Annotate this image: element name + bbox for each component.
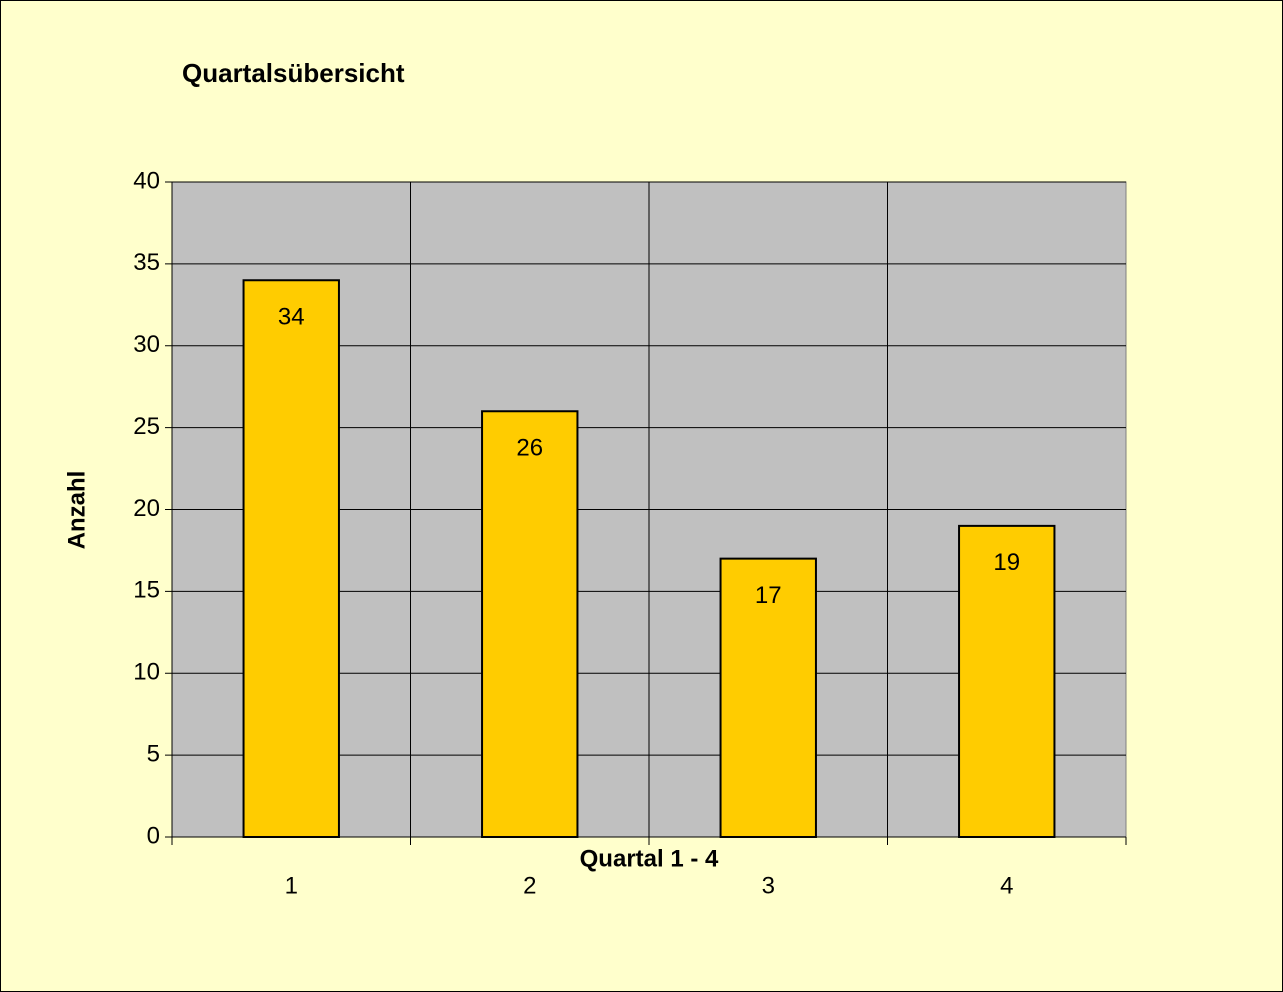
x-tick-label: 3 — [762, 872, 775, 899]
bar — [958, 524, 1056, 838]
y-tick-label: 20 — [133, 495, 160, 522]
y-tick-label: 5 — [147, 740, 160, 767]
chart-title: Quartalsübersicht — [182, 58, 405, 88]
data-label: 26 — [516, 435, 543, 462]
x-tick-label: 4 — [1000, 872, 1013, 899]
bar — [481, 410, 579, 838]
y-tick-label: 25 — [133, 413, 160, 440]
x-axis-label: Quartal 1 - 4 — [580, 845, 719, 872]
y-tick-label: 0 — [147, 822, 160, 849]
x-tick-label: 2 — [523, 872, 536, 899]
y-tick-label: 35 — [133, 249, 160, 276]
x-tick-label: 1 — [285, 872, 298, 899]
y-tick-label: 40 — [133, 167, 160, 194]
data-label: 19 — [993, 549, 1020, 576]
y-tick-label: 10 — [133, 659, 160, 686]
data-label: 17 — [755, 582, 782, 609]
bar — [242, 279, 340, 838]
y-tick-label: 30 — [133, 331, 160, 358]
bar — [719, 557, 817, 838]
data-label: 34 — [278, 304, 305, 331]
y-tick-label: 15 — [133, 577, 160, 604]
y-axis-label: Anzahl — [63, 471, 90, 550]
